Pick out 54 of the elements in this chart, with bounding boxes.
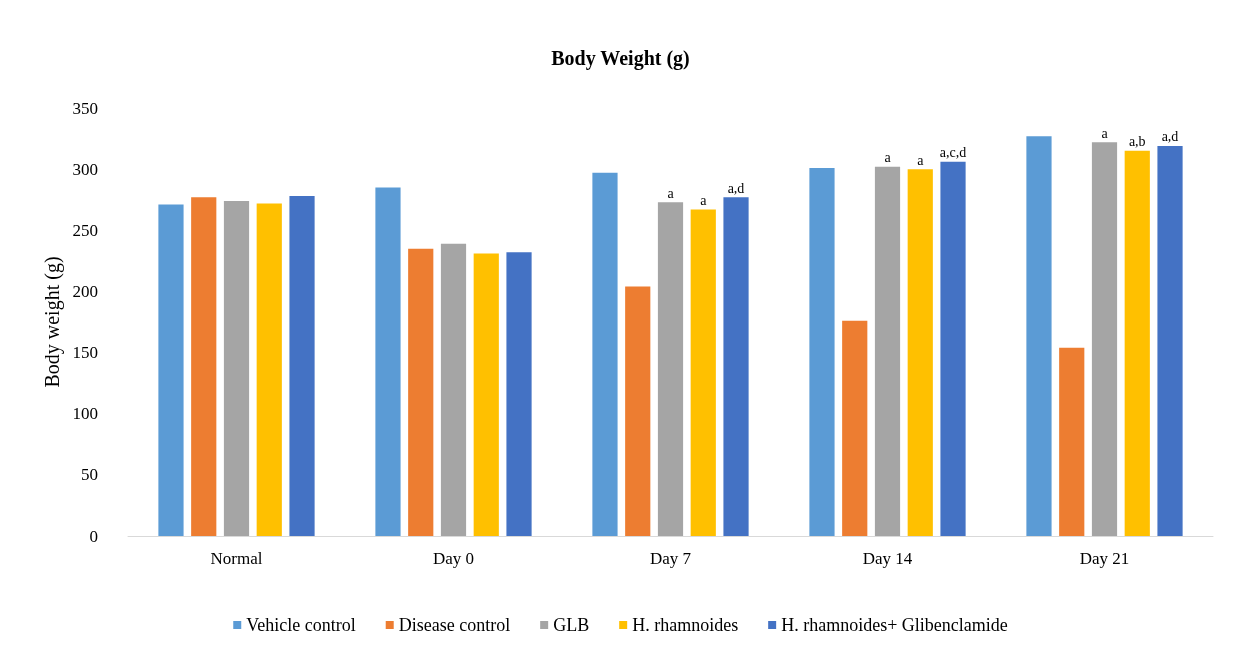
bar [723,197,749,536]
bar [907,169,933,536]
bar [256,203,282,536]
x-tick-label: Day 0 [432,549,475,568]
legend-label: H. rhamnoides+ Glibenclamide [781,615,1008,635]
data-label: a [1101,125,1109,141]
data-label: a,b [1128,134,1146,150]
bar [223,200,250,536]
bar [506,252,532,536]
y-tick-label: 300 [72,159,98,179]
legend-label: H. rhamnoides [632,615,739,635]
legend-label: Vehicle control [246,615,356,635]
bar [657,202,684,536]
data-label: a [917,152,925,168]
y-tick-label: 50 [81,465,98,485]
bar [809,167,835,536]
bar [940,161,966,536]
bar [690,209,716,536]
bar [289,196,315,536]
data-label: a [884,150,892,166]
data-label: a,d [1161,129,1179,145]
bar [874,166,901,536]
x-tick-label: Day 7 [649,549,692,568]
x-tick-label: Day 21 [1079,549,1130,568]
bar [473,253,499,536]
y-tick-label: 250 [72,220,98,240]
data-label: a,c,d [939,145,967,161]
data-label: a [700,193,708,208]
bar [408,248,434,536]
y-tick-label: 350 [72,98,98,118]
chart-title: Body Weight (g) [551,47,690,70]
y-tick-label: 200 [72,281,98,301]
bar [1026,136,1052,536]
y-tick-label: 100 [72,404,98,424]
bar [1091,142,1118,536]
bar [191,197,217,536]
x-tick-label: Day 14 [862,549,913,568]
bar [842,320,868,536]
legend-label: Disease control [398,615,511,635]
data-label: a [667,185,675,201]
y-axis-title: Body weight (g) [40,256,64,388]
bar [625,286,651,536]
bar [1157,145,1183,536]
y-tick-label: 0 [89,526,98,546]
bar [158,204,184,536]
bar [1059,347,1085,536]
bar [440,243,467,536]
bar [1124,150,1150,536]
y-tick-label: 150 [72,343,98,363]
data-label: a,d [727,180,745,196]
bar [592,172,618,536]
bar [375,187,401,536]
legend-label: GLB [553,615,590,635]
x-tick-label: Normal [210,549,263,568]
